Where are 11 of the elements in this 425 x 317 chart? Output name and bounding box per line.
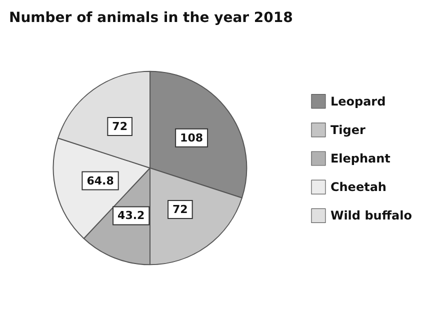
legend-label: Elephant <box>330 152 391 166</box>
data-label: 108 <box>180 131 204 144</box>
chart-title: Number of animals in the year 2018 <box>9 10 293 26</box>
data-label: 43.2 <box>118 209 145 222</box>
legend-label: Leopard <box>330 94 386 108</box>
data-label: 72 <box>112 120 128 133</box>
legend-label: Wild buffalo <box>330 208 412 223</box>
data-label: 72 <box>172 203 188 216</box>
data-label: 64.8 <box>86 174 114 188</box>
legend-label: Tiger <box>330 122 366 137</box>
legend-label: Cheetah <box>330 180 386 194</box>
